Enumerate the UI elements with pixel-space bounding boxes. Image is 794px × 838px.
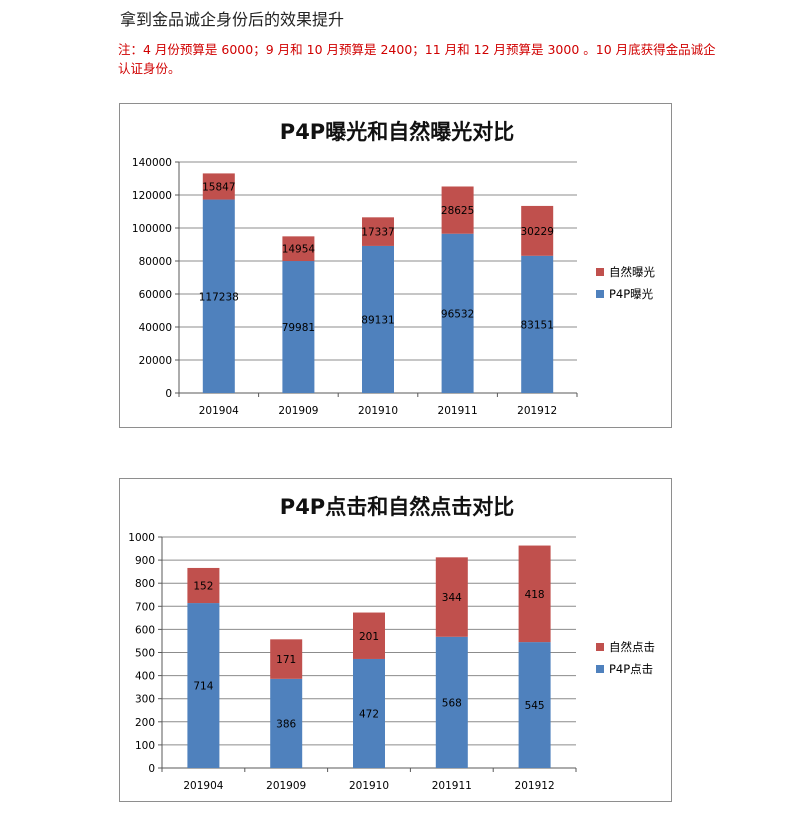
chart1-bar-p4p: [362, 245, 394, 393]
chart1-legend-swatch: [596, 268, 604, 276]
chart1-title: P4P曝光和自然曝光对比: [280, 120, 514, 144]
chart2-bar-p4p: [353, 658, 385, 768]
chart1-bar-p4p: [441, 233, 474, 393]
chart1-legend-label: 自然曝光: [609, 265, 655, 279]
chart2-bar-natural: [187, 567, 220, 604]
chart2-bar-natural: [435, 557, 468, 637]
chart2-data-label: 152: [193, 581, 213, 593]
budget-note: 注：4 月份预算是 6000；9 月和 10 月预算是 2400；11 月和 1…: [118, 42, 716, 76]
chart1-bar-p4p: [282, 261, 315, 393]
chart1-data-label: 96532: [441, 308, 474, 320]
chart1-data-label: 30229: [520, 226, 553, 238]
click-chart-svg: P4P点击和自然点击对比 0 100 200 300 400 500 600 700 800 900…: [128, 495, 655, 792]
chart1-ytick-label: 40000: [139, 322, 172, 334]
chart2-data-label: 171: [276, 654, 296, 666]
chart2-data-label: 568: [442, 697, 462, 709]
chart2-ytick-label: 700: [135, 601, 155, 613]
chart2-data-label: 545: [525, 700, 545, 712]
chart1-ytick-label: 120000: [132, 190, 172, 202]
chart1-bar-natural: [202, 173, 235, 200]
chart1-ytick-label: 20000: [139, 355, 172, 367]
chart2-xtick-label: 201904: [183, 780, 223, 792]
chart2-bar-p4p: [435, 636, 468, 768]
chart1-ytick-label: 0: [165, 388, 172, 400]
chart2-data-label: 418: [525, 589, 545, 601]
chart1-xtick-label: 201910: [358, 405, 398, 417]
chart1-data-label: 15847: [202, 181, 235, 193]
chart2-bar-p4p: [270, 678, 303, 768]
chart1-xtick-label: 201912: [517, 405, 557, 417]
chart2-ytick-label: 600: [135, 624, 155, 636]
chart1-legend-swatch: [596, 290, 604, 298]
chart2-title: P4P点击和自然点击对比: [280, 495, 514, 519]
chart2-bar-p4p: [518, 642, 551, 768]
chart1-legend-label: P4P曝光: [609, 287, 654, 301]
chart1-ytick-label: 80000: [139, 256, 172, 268]
chart1-data-label: 79981: [282, 322, 315, 334]
chart1-bar-natural: [521, 205, 554, 256]
chart1-xtick-label: 201909: [278, 405, 318, 417]
chart1-bar-natural: [362, 217, 394, 246]
chart1-bar-natural: [441, 186, 474, 234]
chart1-data-label: 17337: [361, 227, 394, 239]
exposure-chart: P4P曝光和自然曝光对比 0 20000 40000 60000 80000 100000 1…: [119, 103, 672, 428]
chart2-xtick-label: 201910: [349, 780, 389, 792]
chart2-ytick-label: 400: [135, 671, 155, 683]
chart2-legend-swatch: [596, 665, 604, 673]
chart2-legend-swatch: [596, 643, 604, 651]
chart1-bar-p4p: [521, 255, 554, 393]
chart2-data-label: 472: [359, 708, 379, 720]
chart2-bar-natural: [270, 639, 303, 679]
chart2-data-label: 344: [442, 592, 462, 604]
chart2-ytick-label: 1000: [128, 532, 155, 544]
chart1-ytick-label: 60000: [139, 289, 172, 301]
click-chart: P4P点击和自然点击对比 0 100 200 300 400 500 600 700 800 900…: [119, 478, 672, 802]
chart1-data-label: 14954: [282, 244, 316, 256]
chart2-ytick-label: 0: [148, 763, 155, 775]
page-heading: 拿到金品诚企身份后的效果提升: [120, 10, 345, 29]
chart1-xtick-label: 201904: [199, 405, 239, 417]
chart2-ytick-label: 200: [135, 717, 155, 729]
chart1-data-label: 117238: [199, 291, 239, 303]
chart1-xtick-label: 201911: [438, 405, 478, 417]
chart2-data-label: 201: [359, 631, 379, 643]
chart2-bar-natural: [518, 545, 551, 643]
chart2-ytick-label: 100: [135, 740, 155, 752]
chart2-legend-label: 自然点击: [609, 640, 655, 654]
chart2-ytick-label: 300: [135, 694, 155, 706]
chart1-ytick-label: 100000: [132, 223, 172, 235]
chart2-ytick-label: 900: [135, 555, 155, 567]
chart2-data-label: 386: [276, 718, 296, 730]
chart2-legend-label: P4P点击: [609, 662, 653, 676]
chart1-data-label: 83151: [520, 319, 553, 331]
chart1-bar-natural: [282, 236, 315, 262]
chart1-data-label: 89131: [361, 314, 394, 326]
chart2-xtick-label: 201911: [432, 780, 472, 792]
chart2-xtick-label: 201912: [515, 780, 555, 792]
chart2-data-label: 714: [193, 681, 213, 693]
chart1-ytick-label: 140000: [132, 157, 172, 169]
chart2-xtick-label: 201909: [266, 780, 306, 792]
chart2-bar-natural: [353, 612, 385, 659]
exposure-chart-svg: P4P曝光和自然曝光对比 0 20000 40000 60000 80000 100000 1…: [132, 120, 656, 417]
chart1-data-label: 28625: [441, 205, 474, 217]
chart2-bar-p4p: [187, 603, 220, 768]
chart1-bar-p4p: [202, 199, 235, 393]
chart2-ytick-label: 500: [135, 648, 155, 660]
chart2-ytick-label: 800: [135, 578, 155, 590]
